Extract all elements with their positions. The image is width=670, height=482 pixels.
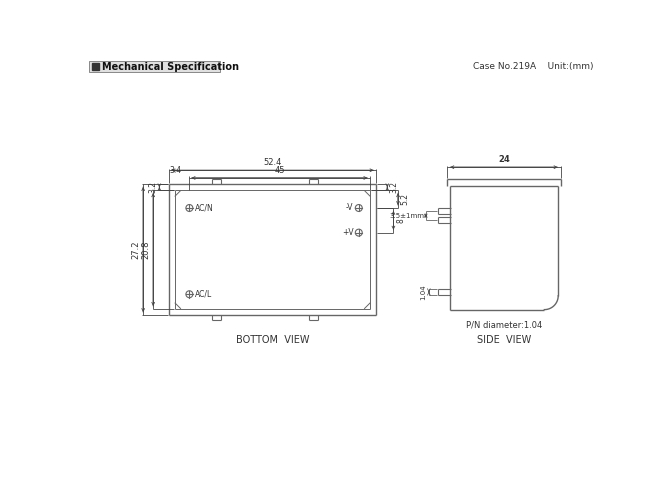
Text: 20.8: 20.8 [142,241,151,259]
Text: 3.2: 3.2 [148,181,157,193]
Text: -V: -V [346,203,353,213]
Text: Mechanical Specification: Mechanical Specification [102,62,239,72]
Text: 5.2: 5.2 [401,193,409,205]
Text: +V: +V [342,228,353,237]
Text: AC/L: AC/L [195,290,212,299]
Text: Case No.219A    Unit:(mm): Case No.219A Unit:(mm) [473,62,594,71]
Text: SIDE  VIEW: SIDE VIEW [477,335,531,346]
Text: 24: 24 [498,155,510,164]
Text: BOTTOM  VIEW: BOTTOM VIEW [236,335,310,346]
Text: 3.5±1mm: 3.5±1mm [389,213,424,219]
Text: 45: 45 [274,166,285,175]
Text: 27.2: 27.2 [132,241,141,259]
Text: 3.4: 3.4 [170,166,182,175]
Text: 52.4: 52.4 [263,158,281,167]
Text: P/N diameter:1.04: P/N diameter:1.04 [466,321,542,330]
Text: 8: 8 [397,218,405,223]
Bar [92,63,98,70]
Text: 1.04: 1.04 [421,284,427,300]
Text: AC/N: AC/N [195,203,214,213]
Text: 3.2: 3.2 [389,181,399,193]
FancyBboxPatch shape [89,61,220,72]
